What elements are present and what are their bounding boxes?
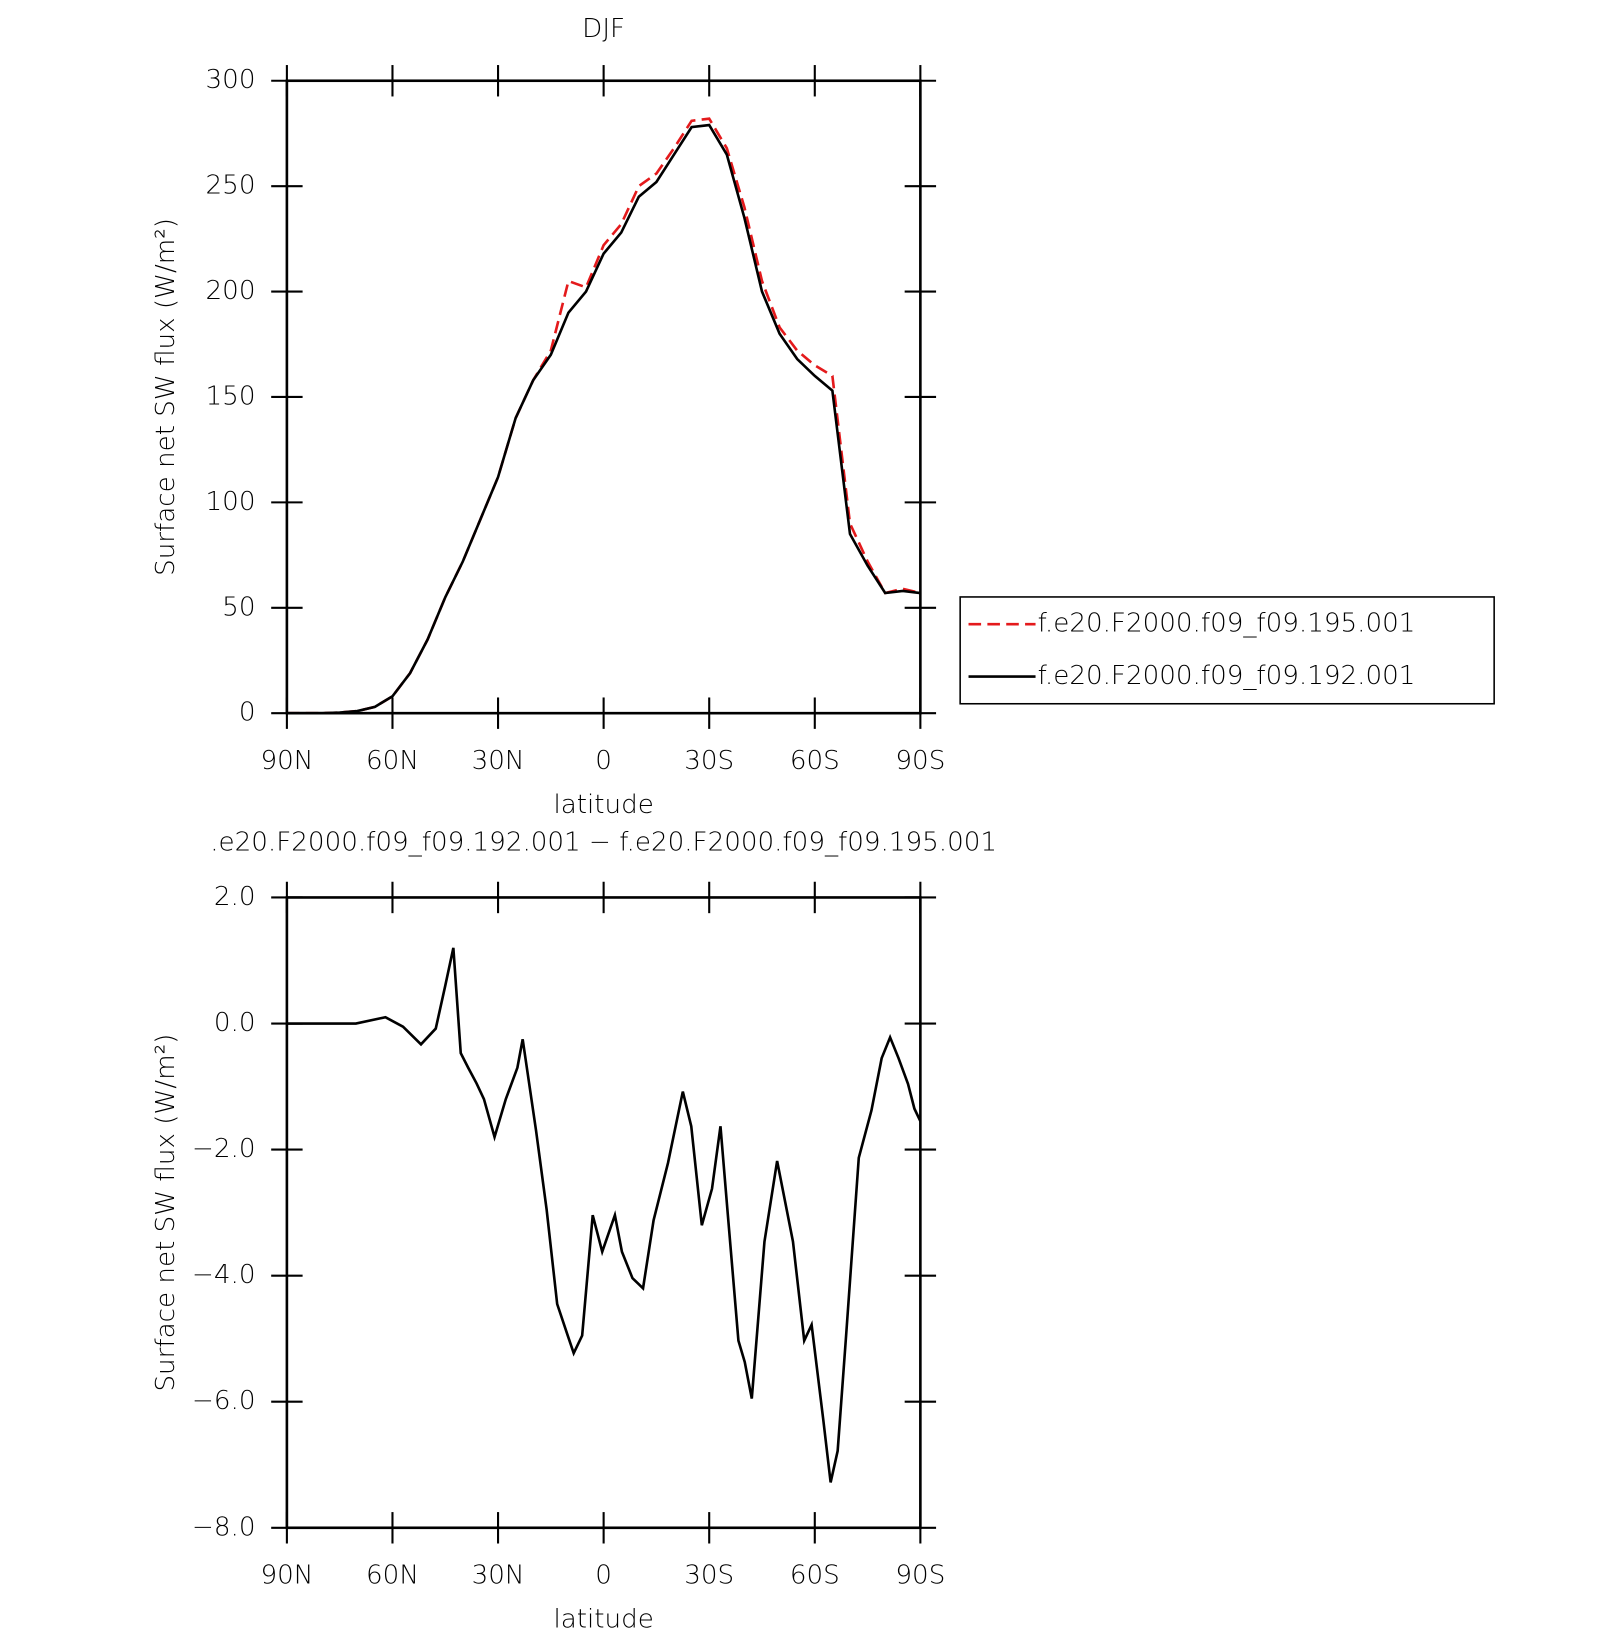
x-tick-label: 60N (366, 1560, 419, 1590)
y-tick-label: 200 (206, 276, 256, 306)
x-axis-label: latitude (553, 790, 653, 820)
x-tick-label: 30N (472, 746, 525, 776)
x-tick-label: 30N (472, 1560, 525, 1590)
x-tick-label: 30S (684, 746, 734, 776)
y-tick-label: 0.0 (214, 1008, 256, 1038)
x-axis-label: latitude (553, 1604, 653, 1634)
y-tick-label: −6.0 (192, 1386, 256, 1416)
x-tick-label: 90N (260, 1560, 313, 1590)
y-tick-label: −8.0 (192, 1512, 256, 1542)
chart-title: .e20.F2000.f09_f09.192.001 − f.e20.F2000… (210, 828, 997, 858)
data-line (286, 947, 922, 1483)
y-tick-label: 0 (239, 698, 256, 728)
y-tick-label: −2.0 (192, 1134, 256, 1164)
legend-box (959, 596, 1495, 705)
data-line (286, 123, 921, 715)
y-tick-label: 150 (206, 381, 256, 411)
y-axis-label: Surface net SW flux (W/m²) (151, 1034, 181, 1392)
plot-frame (285, 79, 922, 715)
legend-label: f.e20.F2000.f09_f09.195.001 (1038, 609, 1416, 639)
x-tick-label: 60S (790, 746, 840, 776)
legend-label: f.e20.F2000.f09_f09.192.001 (1038, 661, 1416, 691)
y-tick-label: −4.0 (192, 1260, 256, 1290)
y-tick-label: 300 (206, 65, 256, 95)
x-tick-label: 30S (684, 1560, 734, 1590)
x-tick-label: 90N (260, 746, 313, 776)
y-tick-label: 50 (222, 592, 255, 622)
x-tick-label: 60N (366, 746, 419, 776)
x-tick-label: 0 (595, 746, 612, 776)
x-tick-label: 0 (595, 1560, 612, 1590)
y-tick-label: 100 (206, 487, 256, 517)
y-axis-label: Surface net SW flux (W/m²) (151, 218, 181, 576)
x-tick-label: 90S (895, 1560, 945, 1590)
chart-title: DJF (582, 14, 625, 44)
y-tick-label: 250 (206, 171, 256, 201)
x-tick-label: 90S (895, 746, 945, 776)
data-line (286, 117, 921, 715)
x-tick-label: 60S (790, 1560, 840, 1590)
plot-frame (285, 896, 922, 1530)
y-tick-label: 2.0 (214, 882, 256, 912)
